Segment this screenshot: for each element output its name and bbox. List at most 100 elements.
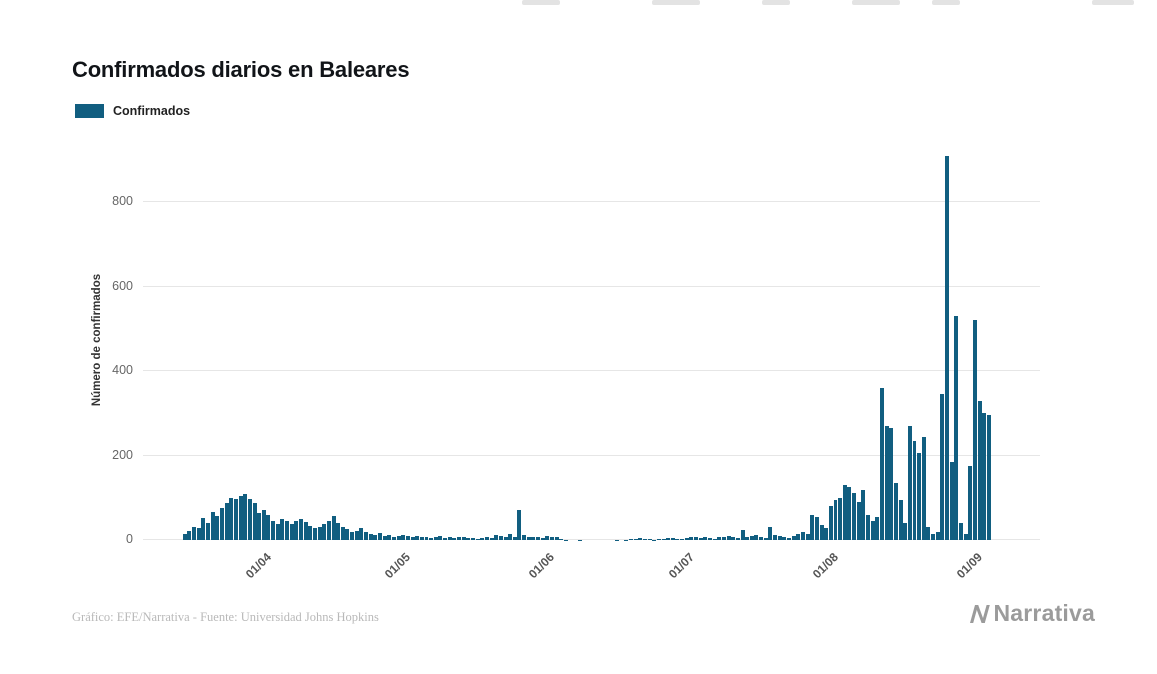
bar[interactable]	[759, 536, 764, 540]
bar[interactable]	[429, 537, 434, 540]
bar[interactable]	[466, 538, 471, 540]
bar[interactable]	[531, 537, 536, 540]
bar[interactable]	[884, 425, 889, 540]
bar[interactable]	[861, 490, 866, 540]
bar[interactable]	[401, 534, 406, 540]
bar[interactable]	[308, 525, 313, 540]
bar[interactable]	[670, 538, 675, 540]
bar[interactable]	[661, 538, 666, 540]
bar[interactable]	[247, 498, 252, 540]
bar[interactable]	[972, 320, 977, 540]
bar[interactable]	[336, 523, 341, 540]
legend-item-confirmados[interactable]: Confirmados	[75, 104, 190, 118]
bar[interactable]	[638, 538, 643, 540]
bar[interactable]	[703, 537, 708, 540]
bar[interactable]	[373, 534, 378, 540]
bar[interactable]	[893, 482, 898, 540]
bar[interactable]	[266, 514, 271, 540]
bar[interactable]	[396, 535, 401, 540]
bar[interactable]	[931, 533, 936, 540]
bar[interactable]	[424, 536, 429, 540]
bar[interactable]	[977, 400, 982, 540]
bar[interactable]	[782, 536, 787, 540]
bar[interactable]	[522, 534, 527, 540]
bar[interactable]	[261, 509, 266, 540]
bar[interactable]	[484, 537, 489, 540]
bar[interactable]	[419, 537, 424, 540]
bar[interactable]	[796, 534, 801, 540]
bar[interactable]	[866, 514, 871, 540]
bar[interactable]	[470, 537, 475, 540]
bar[interactable]	[666, 537, 671, 540]
bar[interactable]	[675, 538, 680, 540]
bar[interactable]	[224, 502, 229, 540]
bar[interactable]	[879, 387, 884, 540]
bar[interactable]	[359, 528, 364, 540]
bar[interactable]	[642, 538, 647, 540]
bar[interactable]	[364, 532, 369, 540]
bar[interactable]	[187, 530, 192, 540]
bar[interactable]	[986, 415, 991, 540]
bar[interactable]	[508, 534, 513, 540]
bar[interactable]	[694, 537, 699, 540]
bar[interactable]	[229, 497, 234, 540]
bar[interactable]	[415, 535, 420, 540]
bar[interactable]	[800, 531, 805, 540]
bar[interactable]	[289, 523, 294, 540]
bar[interactable]	[828, 506, 833, 540]
bar[interactable]	[192, 527, 197, 540]
bar[interactable]	[503, 537, 508, 540]
bar[interactable]	[410, 536, 415, 540]
bar[interactable]	[912, 440, 917, 540]
bar[interactable]	[698, 538, 703, 540]
bar[interactable]	[280, 518, 285, 540]
bar[interactable]	[917, 453, 922, 540]
bar[interactable]	[350, 531, 355, 540]
bar[interactable]	[745, 537, 750, 540]
bar[interactable]	[787, 537, 791, 540]
bar[interactable]	[438, 536, 443, 540]
bar[interactable]	[294, 520, 299, 540]
bar[interactable]	[238, 495, 243, 540]
bar[interactable]	[345, 529, 350, 540]
bar[interactable]	[206, 523, 211, 540]
bar[interactable]	[842, 485, 847, 540]
bar[interactable]	[452, 537, 457, 540]
bar[interactable]	[824, 528, 829, 540]
bar[interactable]	[526, 536, 531, 540]
bar[interactable]	[921, 436, 926, 540]
bar[interactable]	[726, 535, 731, 540]
bar[interactable]	[819, 525, 824, 540]
bar[interactable]	[540, 538, 545, 540]
bar[interactable]	[549, 536, 554, 540]
bar[interactable]	[856, 502, 861, 540]
bar[interactable]	[935, 531, 940, 540]
bar[interactable]	[958, 523, 963, 540]
bar[interactable]	[717, 537, 722, 540]
bar[interactable]	[215, 515, 220, 540]
bar[interactable]	[810, 514, 815, 540]
bar[interactable]	[457, 536, 462, 540]
bar[interactable]	[721, 536, 726, 540]
bar[interactable]	[763, 537, 768, 540]
bar[interactable]	[378, 533, 383, 540]
bar[interactable]	[777, 535, 782, 540]
bar[interactable]	[368, 534, 373, 540]
bar[interactable]	[340, 527, 345, 540]
bar[interactable]	[405, 535, 410, 540]
bar[interactable]	[447, 537, 452, 540]
bar[interactable]	[647, 539, 652, 540]
bar[interactable]	[536, 536, 541, 540]
bar[interactable]	[257, 512, 262, 540]
bar[interactable]	[494, 534, 499, 540]
bar[interactable]	[299, 518, 303, 540]
bar[interactable]	[689, 537, 694, 540]
bar[interactable]	[852, 492, 857, 540]
bar[interactable]	[317, 527, 322, 540]
bar[interactable]	[633, 539, 638, 540]
bar[interactable]	[875, 516, 880, 540]
bar[interactable]	[814, 516, 819, 540]
bar[interactable]	[963, 533, 968, 540]
bar[interactable]	[903, 523, 908, 540]
bar[interactable]	[285, 521, 290, 540]
